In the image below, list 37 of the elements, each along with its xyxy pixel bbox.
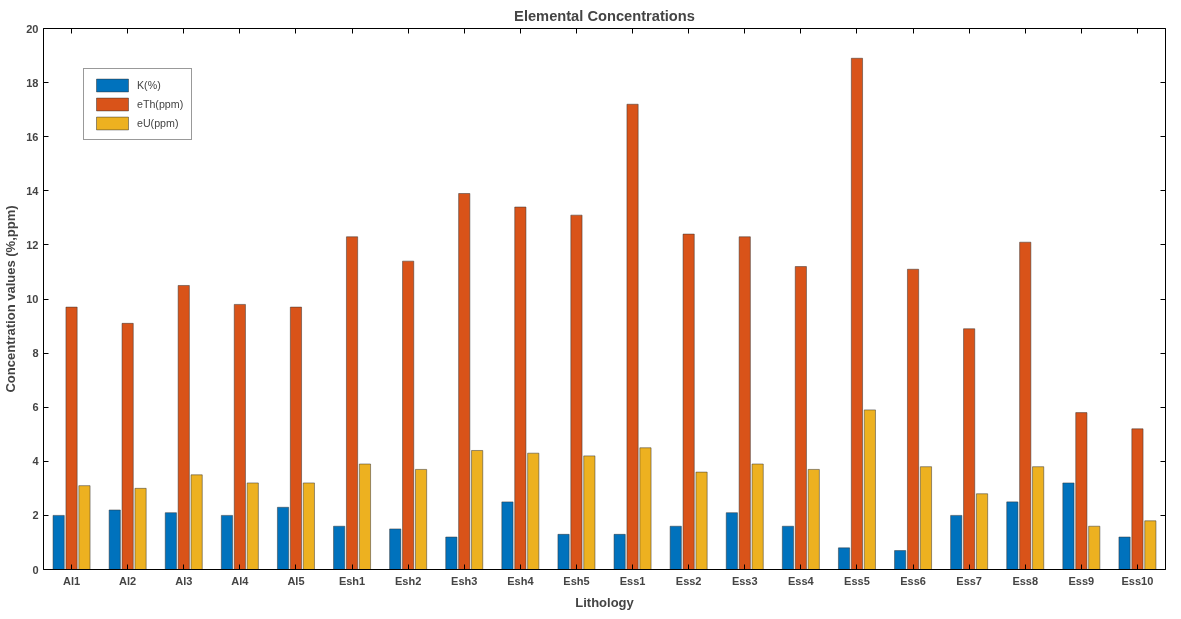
y-tick-label: 16 — [26, 130, 39, 143]
x-tick-label: Al1 — [62, 574, 81, 587]
legend-label: K(%) — [137, 79, 161, 91]
y-tick-label: 14 — [26, 184, 40, 197]
x-tick-label: Al4 — [231, 574, 250, 587]
x-tick-label: Ess1 — [619, 574, 646, 587]
x-tick-label: Ess7 — [956, 574, 983, 587]
x-axis-title: Lithology — [575, 594, 635, 610]
y-tick-label: 4 — [32, 455, 40, 468]
x-tick-label: Ess9 — [1068, 574, 1095, 587]
y-tick-label: 6 — [32, 401, 39, 414]
x-tick-label: Ess5 — [844, 574, 870, 587]
x-tick-label: Ess4 — [788, 574, 815, 587]
x-tick-label: Al2 — [119, 574, 137, 587]
x-tick-label: Ess2 — [675, 574, 702, 587]
y-tick-label: 18 — [26, 76, 39, 89]
legend-label: eU(ppm) — [137, 117, 179, 129]
x-tick-label: Ess8 — [1012, 574, 1039, 587]
y-tick-label: 0 — [32, 563, 39, 576]
chart-title: Elemental Concentrations — [514, 7, 695, 24]
y-tick-label: 8 — [32, 347, 39, 360]
x-tick-label: Al5 — [287, 574, 305, 587]
x-tick-label: Ess10 — [1121, 574, 1154, 587]
y-tick-label: 2 — [32, 509, 39, 522]
x-tick-label: Esh1 — [338, 574, 366, 587]
x-tick-label: Ess6 — [900, 574, 926, 587]
x-tick-label: Esh2 — [395, 574, 422, 587]
legend-label: eTh(ppm) — [137, 98, 184, 110]
x-tick-label: Esh3 — [451, 574, 478, 587]
x-tick-label: Ess3 — [731, 574, 758, 587]
x-tick-label: Al3 — [175, 574, 193, 587]
y-axis-title: Concentration values (%,ppm) — [3, 205, 19, 393]
x-tick-label: Esh4 — [507, 574, 535, 587]
y-tick-label: 10 — [26, 293, 39, 305]
x-tick-label: Esh5 — [563, 574, 590, 587]
y-tick-label: 20 — [26, 22, 39, 35]
y-tick-label: 12 — [26, 238, 39, 251]
